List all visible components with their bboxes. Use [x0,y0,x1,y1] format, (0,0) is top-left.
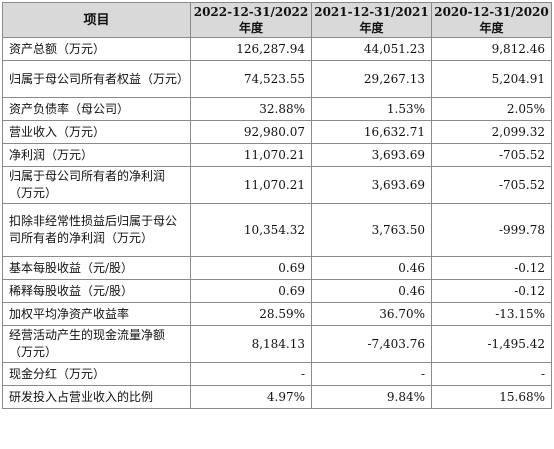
row-label: 归属于母公司所有者权益（万元） [2,60,191,98]
header-item: 项目 [2,2,191,38]
table-row-operating-cash-flow: 经营活动产生的现金流量净额（万元） 8,184.13 -7,403.76 -1,… [2,325,552,363]
cell-2021: 3,693.69 [311,166,432,204]
row-label: 加权平均净资产收益率 [2,302,191,326]
financial-data-table: 项目 2022-12-31/2022 年度 2021-12-31/2021 年度… [2,2,552,409]
row-label: 基本每股收益（元/股） [2,256,191,280]
row-label: 净利润（万元） [2,143,191,167]
cell-2022: 4.97% [190,385,312,409]
cell-2020: 9,812.46 [431,37,552,61]
cell-2022: 74,523.55 [190,60,312,98]
cell-2021: 9.84% [311,385,432,409]
cell-2022: 32.88% [190,97,312,121]
header-2022-year: 年度 [238,21,263,35]
watermark-overlay [0,431,200,449]
header-2020-year: 年度 [479,21,504,35]
cell-2022: 11,070.21 [190,166,312,204]
header-2022-date: 2022-12-31/2022 [193,5,309,19]
cell-2022: 28.59% [190,302,312,326]
table-row-basic-eps: 基本每股收益（元/股） 0.69 0.46 -0.12 [2,256,552,280]
row-label: 稀释每股收益（元/股） [2,279,191,303]
table-row-revenue: 营业收入（万元） 92,980.07 16,632.71 2,099.32 [2,120,552,144]
cell-2022: 10,354.32 [190,203,312,257]
table-row-adjusted-net-profit: 扣除非经常性损益后归属于母公司所有者的净利润（万元） 10,354.32 3,7… [2,203,552,257]
row-label: 经营活动产生的现金流量净额（万元） [2,325,191,363]
row-label: 现金分红（万元） [2,362,191,386]
table-row-debt-ratio: 资产负债率（母公司） 32.88% 1.53% 2.05% [2,97,552,121]
cell-2020: -705.52 [431,166,552,204]
row-label: 归属于母公司所有者的净利润（万元） [2,166,191,204]
cell-2021: 44,051.23 [311,37,432,61]
row-label: 研发投入占营业收入的比例 [2,385,191,409]
cell-2021: 36.70% [311,302,432,326]
header-2021: 2021-12-31/2021 年度 [311,2,432,38]
cell-2020: 5,204.91 [431,60,552,98]
header-2022: 2022-12-31/2022 年度 [190,2,312,38]
table-row-parent-equity: 归属于母公司所有者权益（万元） 74,523.55 29,267.13 5,20… [2,60,552,98]
cell-2022: 126,287.94 [190,37,312,61]
table-row-net-profit: 净利润（万元） 11,070.21 3,693.69 -705.52 [2,143,552,167]
cell-2021: 0.46 [311,256,432,280]
cell-2022: 8,184.13 [190,325,312,363]
row-label: 扣除非经常性损益后归属于母公司所有者的净利润（万元） [2,203,191,257]
table-row-parent-net-profit: 归属于母公司所有者的净利润（万元） 11,070.21 3,693.69 -70… [2,166,552,204]
cell-2020: 15.68% [431,385,552,409]
cell-2020: -999.78 [431,203,552,257]
header-2020: 2020-12-31/2020 年度 [431,2,552,38]
cell-2021: -7,403.76 [311,325,432,363]
cell-2021: 1.53% [311,97,432,121]
cell-2021: 3,763.50 [311,203,432,257]
table-header-row: 项目 2022-12-31/2022 年度 2021-12-31/2021 年度… [2,2,552,38]
cell-2020: -0.12 [431,256,552,280]
cell-2020: 2.05% [431,97,552,121]
cell-2020: -0.12 [431,279,552,303]
header-2020-date: 2020-12-31/2020 [434,5,549,19]
cell-2021: 0.46 [311,279,432,303]
header-2021-year: 年度 [359,21,384,35]
cell-2020: -1,495.42 [431,325,552,363]
cell-2020: 2,099.32 [431,120,552,144]
header-2021-date: 2021-12-31/2021 [314,5,429,19]
cell-2020: -13.15% [431,302,552,326]
row-label: 资产总额（万元） [2,37,191,61]
cell-2022: 0.69 [190,256,312,280]
cell-2021: 29,267.13 [311,60,432,98]
cell-2022: - [190,362,312,386]
cell-2022: 0.69 [190,279,312,303]
table-row-roe: 加权平均净资产收益率 28.59% 36.70% -13.15% [2,302,552,326]
row-label: 资产负债率（母公司） [2,97,191,121]
cell-2021: 3,693.69 [311,143,432,167]
cell-2022: 11,070.21 [190,143,312,167]
cell-2021: 16,632.71 [311,120,432,144]
table-row-cash-dividend: 现金分红（万元） - - - [2,362,552,386]
cell-2020: -705.52 [431,143,552,167]
table-row-total-assets: 资产总额（万元） 126,287.94 44,051.23 9,812.46 [2,37,552,61]
row-label: 营业收入（万元） [2,120,191,144]
cell-2020: - [431,362,552,386]
table-row-rnd-ratio: 研发投入占营业收入的比例 4.97% 9.84% 15.68% [2,385,552,409]
table-row-diluted-eps: 稀释每股收益（元/股） 0.69 0.46 -0.12 [2,279,552,303]
cell-2021: - [311,362,432,386]
cell-2022: 92,980.07 [190,120,312,144]
